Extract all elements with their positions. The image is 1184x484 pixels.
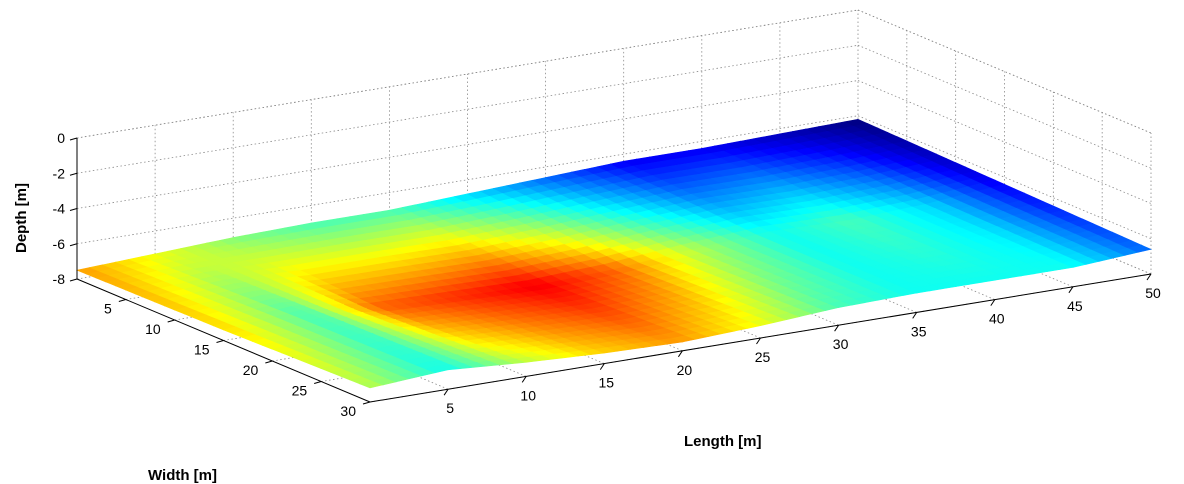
x-tick-label: 40 xyxy=(989,311,1005,327)
x-tick xyxy=(599,363,605,370)
z-tick-label: 0 xyxy=(57,130,65,146)
x-tick xyxy=(756,337,761,345)
x-tick-label: 25 xyxy=(755,349,771,365)
x-tick xyxy=(1146,273,1152,281)
gridline xyxy=(857,115,1152,240)
depth-surface xyxy=(75,118,1152,389)
y-tick xyxy=(314,381,322,384)
z-tick-label: -6 xyxy=(53,236,66,252)
y-tick xyxy=(118,299,126,302)
x-tick-label: 10 xyxy=(520,387,536,403)
gridline xyxy=(857,44,1152,169)
y-tick xyxy=(167,319,175,323)
z-axis-title: Depth [m] xyxy=(13,183,30,253)
surface-cell xyxy=(1127,244,1152,253)
z-tick xyxy=(69,172,78,176)
y-tick-label: 15 xyxy=(194,342,210,358)
y-tick-label: 5 xyxy=(104,301,112,317)
x-tick-label: 30 xyxy=(833,336,849,352)
x-tick-label: 5 xyxy=(446,400,454,416)
y-axis-title: Width [m] xyxy=(148,467,217,484)
x-tick xyxy=(912,312,918,319)
z-tick-label: -2 xyxy=(53,165,66,181)
x-tick-label: 45 xyxy=(1067,298,1083,314)
z-tick-label: -4 xyxy=(53,201,66,217)
y-tick xyxy=(216,340,224,343)
gridline xyxy=(857,80,1152,204)
x-tick-label: 20 xyxy=(677,362,693,378)
z-tick xyxy=(69,137,78,141)
x-tick xyxy=(443,388,449,396)
y-tick-label: 25 xyxy=(292,383,308,399)
z-tick xyxy=(69,208,78,211)
x-tick xyxy=(677,350,683,358)
x-tick xyxy=(990,299,996,306)
x-tick xyxy=(1068,286,1074,294)
axes: 5 10 15 20 25 30 35 40 45 50 5 10 15 20 25 30 0 -2 -4 -6 -8 xyxy=(53,130,1161,419)
x-tick-label: 35 xyxy=(911,323,927,339)
y-tick-label: 20 xyxy=(243,362,259,378)
gridline xyxy=(857,9,1152,134)
x-axis-title: Length [m] xyxy=(684,433,761,450)
z-tick xyxy=(69,278,78,282)
x-tick-label: 15 xyxy=(599,375,615,391)
z-tick xyxy=(69,243,78,247)
z-tick-label: -8 xyxy=(53,271,66,287)
y-tick-label: 10 xyxy=(145,321,161,337)
x-tick xyxy=(521,376,527,383)
x-tick xyxy=(834,324,840,332)
gridline xyxy=(857,9,1152,134)
y-tick-label: 30 xyxy=(340,403,356,419)
y-tick xyxy=(265,360,273,364)
x-tick-label: 50 xyxy=(1145,285,1161,301)
y-tick xyxy=(362,401,371,405)
